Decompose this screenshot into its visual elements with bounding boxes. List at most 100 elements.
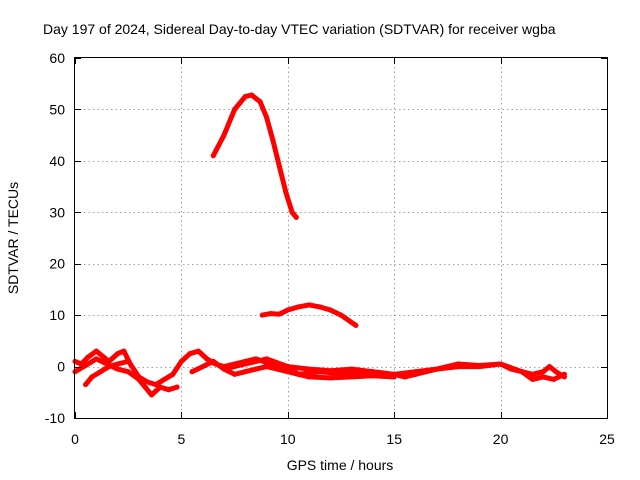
data-point bbox=[295, 304, 301, 310]
y-tick-label: -10 bbox=[45, 410, 65, 426]
data-point bbox=[242, 361, 248, 367]
data-point bbox=[232, 371, 238, 377]
x-tick-label: 20 bbox=[493, 431, 509, 447]
y-tick-label: 10 bbox=[49, 307, 65, 323]
data-point bbox=[259, 312, 265, 318]
data-point bbox=[83, 382, 89, 388]
data-point bbox=[83, 363, 89, 368]
data-point bbox=[232, 106, 238, 112]
data-point bbox=[306, 302, 312, 308]
data-point bbox=[93, 356, 99, 362]
data-point bbox=[540, 369, 546, 375]
data-point bbox=[149, 392, 155, 398]
data-point bbox=[174, 384, 180, 390]
y-tick-labels: -10 0 10 20 30 40 50 60 bbox=[45, 50, 65, 426]
x-tick-label: 0 bbox=[71, 431, 79, 447]
data-point bbox=[195, 348, 201, 354]
x-tick-labels: 0 5 10 15 20 25 bbox=[71, 431, 615, 447]
data-point bbox=[210, 358, 216, 364]
data-point bbox=[253, 366, 259, 372]
data-point bbox=[221, 132, 227, 138]
data-point bbox=[274, 366, 280, 372]
data-point bbox=[210, 153, 216, 159]
data-point bbox=[306, 366, 312, 372]
data-point bbox=[142, 384, 148, 390]
data-point bbox=[178, 358, 184, 364]
data-point bbox=[289, 209, 295, 215]
data-point bbox=[144, 379, 150, 385]
data-point bbox=[268, 311, 274, 317]
data-point bbox=[204, 356, 210, 362]
data-point bbox=[553, 369, 559, 375]
data-point bbox=[530, 376, 535, 382]
series-arc-high bbox=[210, 92, 299, 220]
data-point bbox=[327, 375, 333, 381]
data-series-group bbox=[72, 92, 567, 398]
data-point bbox=[353, 322, 359, 328]
data-point bbox=[93, 348, 99, 354]
chart-title: Day 197 of 2024, Sidereal Day-to-day VTE… bbox=[43, 21, 556, 37]
data-point bbox=[498, 361, 504, 367]
axis-ticks bbox=[75, 58, 608, 419]
data-point bbox=[306, 374, 312, 380]
data-point bbox=[189, 369, 195, 375]
y-tick-label: 20 bbox=[49, 256, 65, 272]
data-point bbox=[413, 371, 418, 377]
series-band-6 bbox=[413, 361, 567, 382]
data-point bbox=[85, 354, 91, 360]
x-tick-label: 15 bbox=[386, 431, 402, 447]
data-point bbox=[106, 364, 112, 370]
series-arc-mid bbox=[259, 302, 359, 328]
data-point bbox=[293, 214, 299, 220]
data-point bbox=[264, 364, 269, 370]
data-point bbox=[166, 387, 172, 393]
data-point bbox=[285, 364, 291, 370]
series-band-7 bbox=[221, 356, 397, 381]
data-point bbox=[187, 351, 193, 357]
data-point bbox=[200, 364, 206, 370]
x-tick-label: 10 bbox=[280, 431, 296, 447]
y-tick-label: 0 bbox=[57, 359, 65, 375]
data-point bbox=[327, 307, 333, 313]
data-point bbox=[242, 94, 248, 100]
y-tick-label: 40 bbox=[49, 153, 65, 169]
data-point bbox=[370, 373, 376, 379]
data-point bbox=[115, 366, 121, 372]
data-point bbox=[285, 307, 291, 313]
data-point bbox=[153, 382, 159, 388]
data-point bbox=[242, 369, 248, 375]
data-point bbox=[98, 369, 103, 375]
data-point bbox=[170, 371, 176, 377]
data-point bbox=[125, 369, 131, 375]
data-point bbox=[519, 369, 525, 375]
data-point bbox=[100, 353, 106, 359]
x-tick-label: 25 bbox=[599, 431, 615, 447]
x-tick-label: 5 bbox=[178, 431, 186, 447]
data-point bbox=[276, 311, 282, 317]
data-point bbox=[221, 366, 227, 372]
data-point bbox=[561, 371, 567, 377]
grid-lines bbox=[75, 58, 607, 418]
data-point bbox=[391, 374, 397, 380]
y-axis-title: SDTVAR / TECUs bbox=[5, 182, 21, 294]
data-point bbox=[295, 371, 301, 377]
data-point bbox=[283, 189, 289, 195]
data-point bbox=[551, 376, 557, 382]
data-point bbox=[121, 348, 127, 354]
data-point bbox=[161, 376, 167, 382]
data-point bbox=[370, 369, 376, 375]
data-point bbox=[115, 361, 121, 367]
data-point bbox=[455, 361, 461, 367]
data-point bbox=[157, 384, 163, 390]
data-point bbox=[434, 366, 440, 372]
data-point bbox=[317, 304, 323, 310]
plot-frame bbox=[74, 57, 608, 419]
data-point bbox=[125, 358, 131, 364]
data-point bbox=[270, 137, 276, 143]
data-point bbox=[249, 92, 255, 98]
data-point bbox=[136, 376, 142, 382]
data-point bbox=[276, 163, 282, 169]
y-tick-label: 30 bbox=[49, 204, 65, 220]
data-point bbox=[264, 356, 269, 362]
